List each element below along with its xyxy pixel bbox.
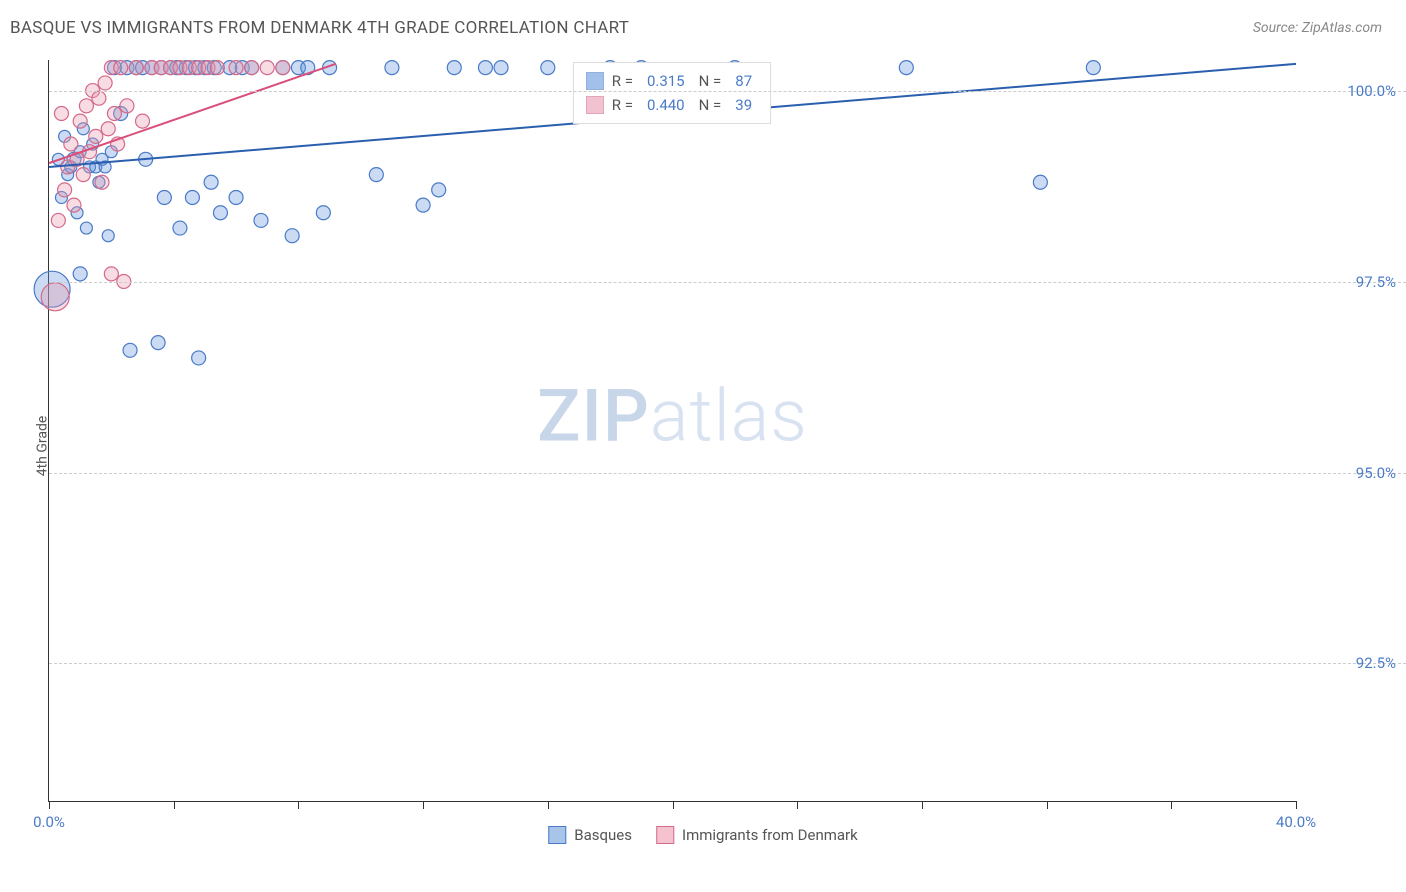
bottom-swatch-basques <box>548 826 566 844</box>
y-tick-label: 95.0% <box>1306 464 1396 482</box>
data-point <box>229 191 243 205</box>
legend-swatch-basques <box>586 72 604 90</box>
bottom-legend-basques: Basques <box>548 826 632 844</box>
gridline <box>49 91 1406 92</box>
legend-n-denmark: 39 <box>735 93 752 117</box>
data-point <box>416 198 430 212</box>
chart-title: BASQUE VS IMMIGRANTS FROM DENMARK 4TH GR… <box>10 18 629 38</box>
data-point <box>899 61 913 75</box>
data-point <box>107 106 121 120</box>
x-tick <box>1171 801 1172 809</box>
data-point <box>151 336 165 350</box>
data-point <box>129 61 143 75</box>
legend-n-label-2: N = <box>699 93 722 117</box>
data-point <box>89 129 103 143</box>
bottom-label-basques: Basques <box>574 826 632 844</box>
data-point <box>1086 61 1100 75</box>
data-point <box>98 76 112 90</box>
data-point <box>54 106 68 120</box>
data-point <box>494 61 508 75</box>
data-point <box>92 91 106 105</box>
y-tick-label: 92.5% <box>1306 654 1396 672</box>
x-tick <box>922 801 923 809</box>
scatter-svg <box>49 60 1296 801</box>
correlation-legend: R = 0.315 N = 87 R = 0.440 N = 39 <box>573 62 771 124</box>
data-point <box>213 206 227 220</box>
data-point <box>192 351 206 365</box>
data-point <box>67 198 81 212</box>
x-tick <box>298 801 299 809</box>
legend-row-denmark: R = 0.440 N = 39 <box>586 93 758 117</box>
x-tick-label: 0.0% <box>33 813 65 831</box>
x-tick <box>548 801 549 809</box>
data-point <box>102 230 114 242</box>
data-point <box>432 183 446 197</box>
gridline <box>49 282 1406 283</box>
plot-area: ZIPatlas R = 0.315 N = 87 R = 0.440 N = … <box>48 60 1296 802</box>
data-point <box>276 61 290 75</box>
data-point <box>120 99 134 113</box>
data-point <box>79 99 93 113</box>
legend-r-label: R = <box>612 69 633 93</box>
data-point <box>104 267 118 281</box>
data-point <box>95 175 109 189</box>
data-point <box>229 61 243 75</box>
x-tick <box>797 801 798 809</box>
data-point <box>254 213 268 227</box>
source-attribution: Source: ZipAtlas.com <box>1253 20 1382 36</box>
data-point <box>204 175 218 189</box>
data-point <box>541 61 555 75</box>
data-point <box>76 168 90 182</box>
data-point <box>447 61 461 75</box>
data-point <box>123 343 137 357</box>
data-point <box>114 61 128 75</box>
data-point <box>316 206 330 220</box>
data-point <box>101 122 115 136</box>
data-point <box>1033 175 1047 189</box>
data-point <box>80 222 92 234</box>
data-point <box>136 114 150 128</box>
bottom-swatch-denmark <box>656 826 674 844</box>
x-tick <box>423 801 424 809</box>
legend-r-label-2: R = <box>612 93 633 117</box>
data-point <box>245 61 259 75</box>
gridline <box>49 663 1406 664</box>
bottom-label-denmark: Immigrants from Denmark <box>682 826 858 844</box>
data-point <box>173 221 187 235</box>
x-tick <box>174 801 175 809</box>
legend-r-denmark: 0.440 <box>647 93 685 117</box>
bottom-legend: Basques Immigrants from Denmark <box>548 826 857 844</box>
data-point <box>51 213 65 227</box>
x-tick <box>1296 801 1297 809</box>
legend-swatch-denmark <box>586 96 604 114</box>
y-tick-label: 97.5% <box>1306 273 1396 291</box>
data-point <box>478 61 492 75</box>
trend-line <box>49 64 336 163</box>
data-point <box>185 191 199 205</box>
gridline <box>49 473 1406 474</box>
x-tick <box>673 801 674 809</box>
data-point <box>369 168 383 182</box>
x-tick-label: 40.0% <box>1276 813 1316 831</box>
x-tick <box>1047 801 1048 809</box>
data-point <box>73 114 87 128</box>
y-tick-label: 100.0% <box>1306 82 1396 100</box>
data-point <box>385 61 399 75</box>
data-point <box>73 267 87 281</box>
data-point <box>157 191 171 205</box>
bottom-legend-denmark: Immigrants from Denmark <box>656 826 858 844</box>
data-point <box>64 137 78 151</box>
x-tick <box>49 801 50 809</box>
legend-row-basques: R = 0.315 N = 87 <box>586 69 758 93</box>
data-point <box>210 61 224 75</box>
data-point <box>260 61 274 75</box>
legend-r-basques: 0.315 <box>647 69 685 93</box>
data-point <box>58 183 72 197</box>
data-point <box>41 283 69 311</box>
data-point <box>285 229 299 243</box>
legend-n-basques: 87 <box>735 69 752 93</box>
chart-container: BASQUE VS IMMIGRANTS FROM DENMARK 4TH GR… <box>0 0 1406 892</box>
legend-n-label: N = <box>699 69 722 93</box>
